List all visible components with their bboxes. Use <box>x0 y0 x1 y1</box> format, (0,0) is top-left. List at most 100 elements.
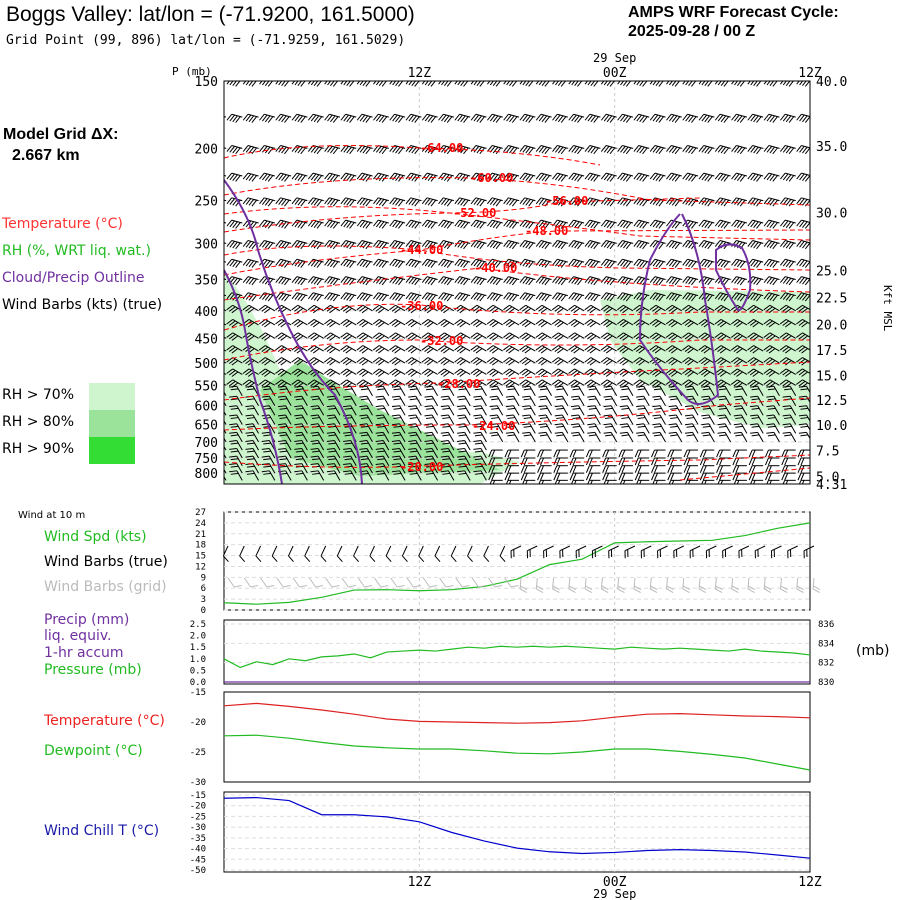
barb-flag <box>552 113 558 121</box>
barb-shaft <box>447 395 455 406</box>
barb-flag <box>375 333 383 340</box>
wind-barb <box>324 357 341 366</box>
barb-flag <box>457 293 463 300</box>
barb-flag <box>342 333 350 340</box>
wind-barb <box>438 172 455 182</box>
barb-flag <box>557 115 564 123</box>
barb-flag <box>491 417 499 419</box>
barb-flag <box>474 434 483 437</box>
barb-flag <box>621 465 626 473</box>
barb-flag <box>393 458 402 461</box>
barb-shaft <box>464 470 471 481</box>
barb-flag <box>489 277 496 284</box>
barb-flag <box>442 442 450 445</box>
barb-flag <box>544 242 551 250</box>
barb-flag <box>571 293 577 300</box>
wind-barb <box>356 345 373 354</box>
barb-flag <box>313 81 320 87</box>
barb-flag <box>584 319 592 325</box>
barb-flag <box>365 175 371 182</box>
wind-barb <box>568 145 585 155</box>
barb-flag <box>551 379 559 385</box>
barb-flag <box>307 345 315 351</box>
barb-flag <box>572 388 581 391</box>
barb-flag <box>267 242 274 250</box>
barb-flag <box>275 258 281 266</box>
wind-barb <box>375 440 390 451</box>
barb-flag <box>651 449 655 458</box>
barb-flag <box>443 241 450 249</box>
barb-shaft <box>317 423 325 434</box>
barb-flag <box>470 258 477 266</box>
barb-flag <box>460 81 466 87</box>
barb-flag <box>443 174 450 181</box>
barb-flag <box>378 360 385 366</box>
barb-flag <box>375 240 382 248</box>
barb-flag <box>232 294 238 301</box>
barb-flag <box>232 221 238 228</box>
barb-flag <box>332 278 339 286</box>
barb-flag <box>702 472 707 481</box>
barb-shaft <box>529 405 536 416</box>
wind-barb <box>310 395 325 406</box>
barb-flag <box>486 345 494 351</box>
barb-flag <box>300 242 306 250</box>
barb-flag <box>551 319 559 325</box>
barb-shaft <box>480 423 487 434</box>
barb-flag <box>463 278 469 286</box>
wind-barb <box>634 472 650 481</box>
barb-flag <box>524 348 532 354</box>
barb-flag <box>329 307 336 314</box>
barb-flag <box>654 472 658 481</box>
barb-flag <box>544 222 551 229</box>
barb-flag <box>279 425 288 428</box>
barb-flag <box>291 240 298 247</box>
barb-flag <box>503 368 510 374</box>
barb-flag <box>505 358 513 364</box>
barb-flag <box>349 147 355 155</box>
barb-flag <box>295 442 304 445</box>
wind-barb <box>343 405 357 416</box>
barb-shaft <box>350 448 357 459</box>
barb-flag <box>343 114 349 122</box>
barb-shaft <box>561 395 569 406</box>
barb-flag <box>437 345 445 351</box>
barb-flag <box>528 294 534 302</box>
wind-barb <box>503 345 520 354</box>
barb-flag <box>473 333 480 340</box>
barb-flag <box>248 294 255 301</box>
barb-flag <box>473 440 482 442</box>
wind-barb <box>486 113 503 123</box>
barb-flag <box>280 348 288 354</box>
barb-flag <box>393 472 402 475</box>
barb-shaft <box>399 395 406 406</box>
barb-flag <box>327 114 333 122</box>
barb-flag <box>568 145 574 152</box>
barb-flag <box>600 345 608 351</box>
barb-flag <box>552 292 558 300</box>
wind-barb <box>584 219 601 229</box>
wind-barb <box>389 113 406 123</box>
wind-barb <box>326 470 341 481</box>
barb-flag <box>523 465 528 473</box>
barb-flag <box>507 434 516 437</box>
barb-shaft <box>334 448 341 459</box>
barb-flag <box>329 335 336 341</box>
barb-shaft <box>224 432 227 443</box>
barb-shaft <box>252 414 259 425</box>
barb-flag <box>230 398 239 401</box>
barb-flag <box>505 333 513 340</box>
barb-flag <box>275 197 281 205</box>
barb-flag <box>300 116 306 123</box>
barb-flag <box>506 173 512 181</box>
barb-flag <box>267 261 274 268</box>
barb-flag <box>544 261 551 268</box>
barb-shaft <box>285 395 292 406</box>
wind-barb <box>748 449 764 458</box>
barb-flag <box>535 379 543 385</box>
barb-flag <box>492 241 499 249</box>
wind-barb <box>649 81 666 87</box>
wind-barb <box>457 440 471 451</box>
wind-barb <box>633 113 650 123</box>
barb-flag <box>521 306 529 312</box>
